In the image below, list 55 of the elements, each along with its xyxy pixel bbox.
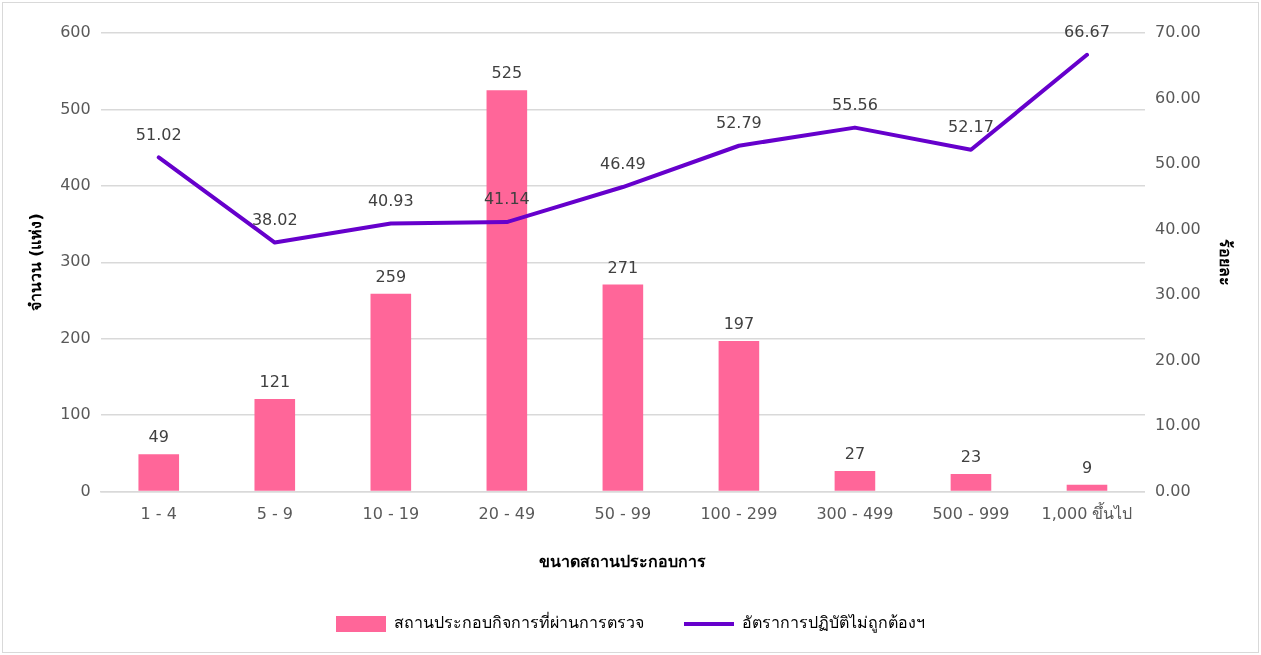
x-tick-label: 10 - 19 bbox=[362, 504, 420, 524]
data-label: 46.49 bbox=[599, 154, 646, 174]
y-tick-label: 300 bbox=[60, 251, 91, 271]
x-tick-label: 1 - 4 bbox=[140, 504, 177, 524]
bar bbox=[254, 399, 296, 491]
data-label: 40.93 bbox=[367, 190, 414, 210]
y2-tick-label: 20.00 bbox=[1155, 349, 1201, 369]
y2-tick-label: 0.00 bbox=[1155, 480, 1191, 500]
x-tick-label: 1,000 ขึ้นไป bbox=[1041, 502, 1133, 524]
bar bbox=[718, 341, 760, 491]
data-label: 121 bbox=[259, 372, 291, 392]
bar bbox=[950, 474, 992, 491]
y-axis-title: จำนวน (แห่ง) bbox=[25, 213, 45, 312]
x-tick-label: 300 - 499 bbox=[816, 504, 894, 524]
y2-tick-label: 70.00 bbox=[1155, 22, 1201, 42]
data-label: 51.02 bbox=[135, 124, 182, 144]
data-label: 55.56 bbox=[832, 94, 878, 114]
data-label: 23 bbox=[960, 447, 982, 467]
y2-axis-title: ร้อยละ bbox=[1216, 238, 1236, 286]
y2-tick-label: 30.00 bbox=[1155, 284, 1201, 304]
x-axis-title: ขนาดสถานประกอบการ bbox=[539, 551, 707, 571]
legend-label: สถานประกอบกิจการที่ผ่านการตรวจ bbox=[394, 611, 644, 633]
bar bbox=[1066, 484, 1108, 491]
y-tick-label: 0 bbox=[80, 480, 91, 500]
data-label: 66.67 bbox=[1064, 21, 1110, 41]
bar bbox=[370, 293, 412, 491]
y-tick-label: 400 bbox=[60, 175, 91, 195]
y-tick-label: 500 bbox=[60, 98, 91, 118]
y2-tick-label: 50.00 bbox=[1155, 153, 1201, 173]
data-label: 197 bbox=[723, 314, 755, 334]
x-tick-label: 100 - 299 bbox=[700, 504, 778, 524]
data-label: 271 bbox=[607, 257, 639, 277]
data-label: 9 bbox=[1081, 457, 1093, 477]
data-label: 52.17 bbox=[948, 116, 994, 136]
bar bbox=[486, 90, 528, 491]
x-tick-label: 500 - 999 bbox=[932, 504, 1010, 524]
x-tick-label: 5 - 9 bbox=[256, 504, 293, 524]
bar bbox=[138, 454, 180, 491]
y2-tick-label: 40.00 bbox=[1155, 218, 1201, 238]
y-tick-label: 100 bbox=[60, 404, 91, 424]
y2-tick-label: 10.00 bbox=[1155, 415, 1201, 435]
data-label: 27 bbox=[844, 444, 866, 464]
legend-label: อัตราการปฏิบัติไม่ถูกต้องฯ bbox=[742, 613, 925, 634]
y-tick-label: 200 bbox=[60, 327, 91, 347]
x-tick-label: 20 - 49 bbox=[478, 504, 536, 524]
bar bbox=[834, 470, 876, 491]
data-label: 49 bbox=[148, 427, 169, 447]
y2-tick-label: 60.00 bbox=[1155, 87, 1201, 107]
y-tick-label: 600 bbox=[60, 22, 91, 42]
data-label: 38.02 bbox=[251, 209, 298, 229]
data-label: 525 bbox=[491, 63, 523, 83]
data-label: 52.79 bbox=[715, 112, 762, 132]
bar bbox=[602, 284, 644, 491]
x-tick-label: 50 - 99 bbox=[594, 504, 652, 524]
data-label: 259 bbox=[375, 266, 407, 286]
